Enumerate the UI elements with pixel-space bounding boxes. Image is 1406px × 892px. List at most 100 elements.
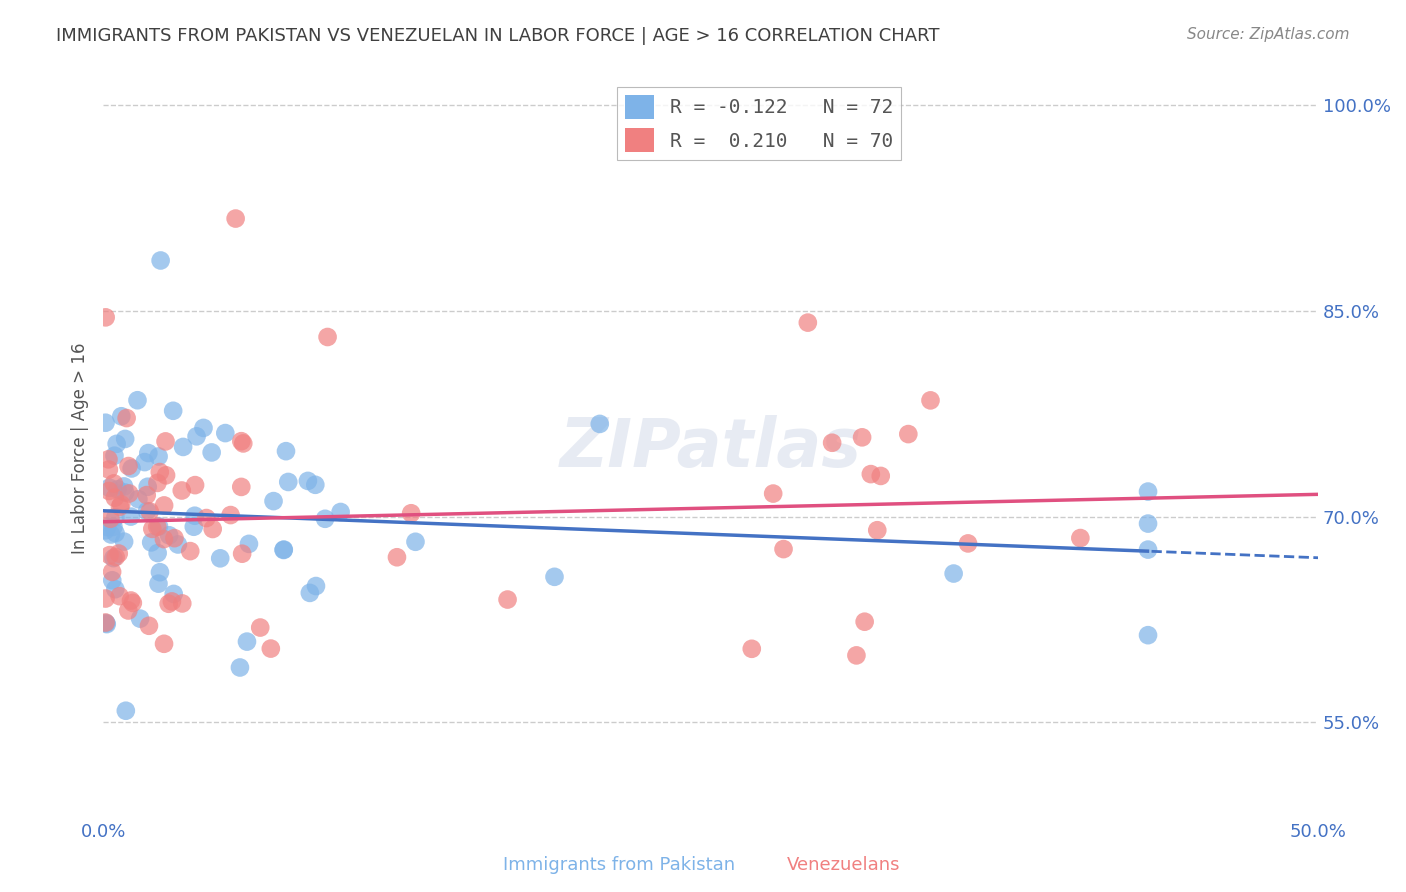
Point bbox=[157, 597, 180, 611]
Point bbox=[146, 546, 169, 560]
Point bbox=[163, 587, 186, 601]
Point bbox=[399, 506, 422, 520]
Point bbox=[167, 537, 190, 551]
Point bbox=[104, 582, 127, 597]
Point bbox=[127, 492, 149, 507]
Point bbox=[956, 536, 979, 550]
Point bbox=[385, 550, 408, 565]
Point bbox=[1137, 516, 1160, 531]
Point bbox=[153, 532, 176, 546]
Point bbox=[96, 617, 118, 632]
Point bbox=[153, 499, 176, 513]
Legend: R = -0.122   N = 72, R =  0.210   N = 70: R = -0.122 N = 72, R = 0.210 N = 70 bbox=[617, 87, 901, 160]
Point bbox=[329, 505, 352, 519]
Point bbox=[1137, 484, 1160, 499]
Point bbox=[104, 510, 127, 524]
Point bbox=[139, 504, 162, 518]
Point bbox=[96, 520, 118, 534]
Point bbox=[135, 488, 157, 502]
Point bbox=[869, 469, 891, 483]
Point bbox=[97, 452, 120, 467]
Point bbox=[136, 480, 159, 494]
Point bbox=[316, 330, 339, 344]
Point bbox=[120, 509, 142, 524]
Point bbox=[193, 421, 215, 435]
Point bbox=[162, 404, 184, 418]
Point bbox=[94, 416, 117, 430]
Point bbox=[121, 461, 143, 475]
Point bbox=[219, 508, 242, 522]
Point bbox=[136, 446, 159, 460]
Point bbox=[98, 548, 121, 562]
Point bbox=[114, 704, 136, 718]
Point bbox=[94, 616, 117, 631]
Point bbox=[232, 436, 254, 450]
Point bbox=[231, 480, 253, 494]
Point bbox=[297, 474, 319, 488]
Y-axis label: In Labor Force | Age > 16: In Labor Force | Age > 16 bbox=[72, 343, 89, 554]
Point bbox=[112, 534, 135, 549]
Point bbox=[110, 497, 132, 511]
Point bbox=[114, 432, 136, 446]
Point bbox=[107, 547, 129, 561]
Point bbox=[859, 467, 882, 482]
Point bbox=[148, 450, 170, 464]
Point bbox=[186, 429, 208, 443]
Point bbox=[238, 537, 260, 551]
Point bbox=[163, 531, 186, 545]
Point bbox=[496, 592, 519, 607]
Point bbox=[772, 542, 794, 557]
Point bbox=[138, 619, 160, 633]
Point bbox=[149, 465, 172, 479]
Point bbox=[129, 612, 152, 626]
Point bbox=[97, 462, 120, 476]
Point bbox=[117, 458, 139, 473]
Point bbox=[121, 596, 143, 610]
Point bbox=[172, 440, 194, 454]
Point bbox=[94, 615, 117, 630]
Point bbox=[120, 593, 142, 607]
Point bbox=[543, 570, 565, 584]
Point bbox=[741, 641, 763, 656]
Point bbox=[115, 411, 138, 425]
Point bbox=[157, 528, 180, 542]
Point bbox=[797, 316, 820, 330]
Point bbox=[155, 434, 177, 449]
Point bbox=[866, 523, 889, 537]
Text: Immigrants from Pakistan: Immigrants from Pakistan bbox=[502, 856, 735, 874]
Point bbox=[273, 543, 295, 558]
Point bbox=[114, 485, 136, 500]
Point bbox=[94, 310, 117, 325]
Point bbox=[1137, 542, 1160, 557]
Point bbox=[225, 211, 247, 226]
Point bbox=[236, 634, 259, 648]
Point bbox=[100, 512, 122, 526]
Point bbox=[117, 603, 139, 617]
Point bbox=[136, 504, 159, 518]
Point bbox=[195, 511, 218, 525]
Point bbox=[405, 534, 427, 549]
Point bbox=[160, 594, 183, 608]
Point bbox=[104, 491, 127, 505]
Point bbox=[942, 566, 965, 581]
Point bbox=[589, 417, 612, 431]
Point bbox=[110, 409, 132, 424]
Point bbox=[127, 393, 149, 408]
Point bbox=[149, 253, 172, 268]
Point bbox=[104, 549, 127, 564]
Point bbox=[170, 483, 193, 498]
Point bbox=[103, 476, 125, 491]
Point bbox=[179, 544, 201, 558]
Point bbox=[148, 519, 170, 533]
Point bbox=[98, 483, 121, 498]
Point bbox=[214, 426, 236, 441]
Point bbox=[263, 494, 285, 508]
Point bbox=[277, 475, 299, 489]
Point bbox=[298, 586, 321, 600]
Text: Source: ZipAtlas.com: Source: ZipAtlas.com bbox=[1187, 27, 1350, 42]
Point bbox=[146, 475, 169, 490]
Point bbox=[107, 483, 129, 497]
Point bbox=[274, 444, 297, 458]
Point bbox=[101, 574, 124, 588]
Point bbox=[183, 520, 205, 534]
